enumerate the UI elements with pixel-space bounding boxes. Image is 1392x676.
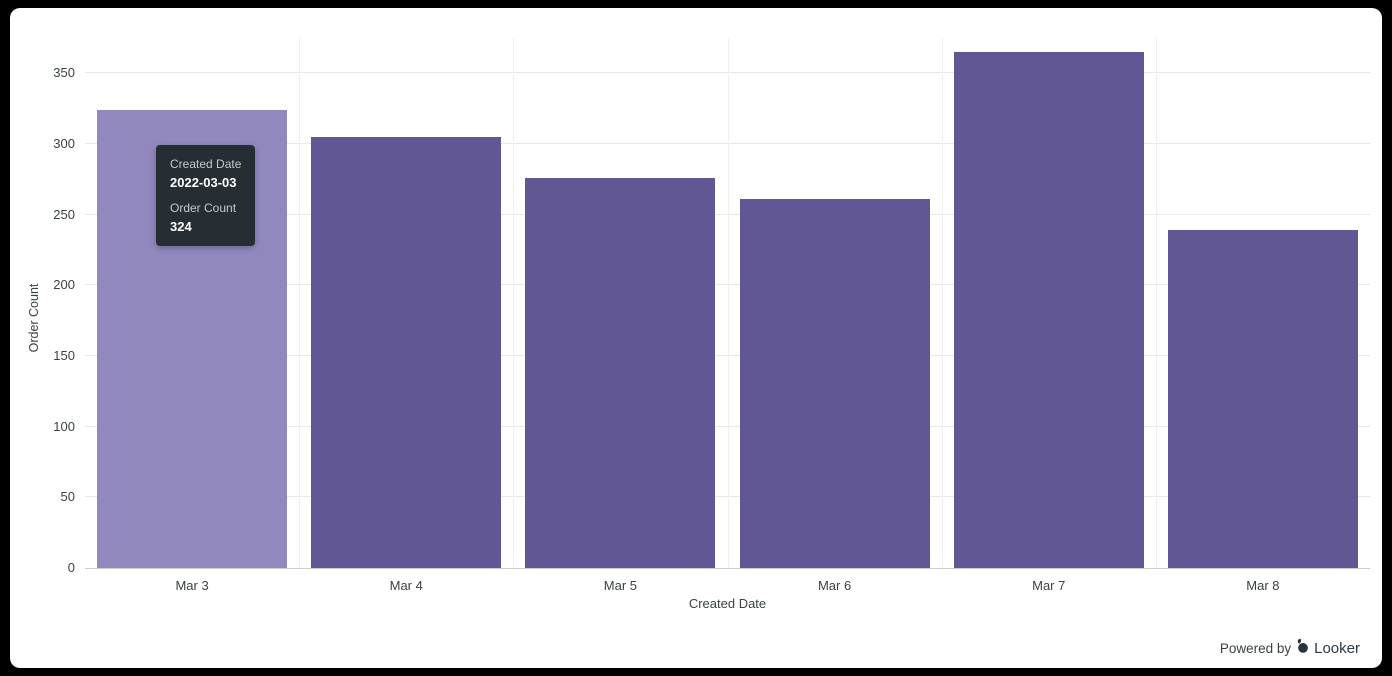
y-tick-label: 150 [53,348,75,363]
y-tick-label: 0 [67,560,75,575]
y-tick-label: 350 [53,65,75,81]
y-tick-label: 200 [53,277,75,293]
x-tick-label: Mar 3 [175,578,209,593]
y-tick-label: 250 [53,206,75,222]
looker-logo-icon [1296,638,1309,659]
plot-area: 0 50 100 150 200 250 300 350 Mar 3 Mar 4 Mar 5 Mar … [53,38,1370,593]
v-gridline [1155,38,1157,568]
chart-card: Order Count 0 50 100 150 200 250 300 350 Mar 3 Ma… [10,8,1382,668]
x-tick-label: Mar 5 [603,578,638,593]
y-axis-title: Order Count [27,283,41,353]
v-gridline [513,38,515,568]
y-tick-label: 100 [53,418,75,434]
powered-by-looker-link[interactable]: Powered by Looker [1220,638,1360,659]
tooltip-measure-label: Order Count [170,201,237,215]
y-tick-label: 50 [60,489,75,505]
tooltip-measure-value: 324 [170,219,192,234]
v-gridline [941,38,943,568]
y-tick-label: 300 [53,136,75,151]
x-axis-title: Created Date [688,596,767,611]
x-tick-label: Mar 4 [389,578,423,593]
bar-mar-5[interactable] [525,177,716,568]
bar-mar-7[interactable] [953,52,1144,568]
x-tick-label: Mar 8 [1246,578,1280,593]
tooltip-dimension-label: Created Date [170,157,242,171]
x-tick-label: Mar 6 [817,578,852,593]
tooltip-dimension-value: 2022-03-03 [170,175,237,190]
tooltip-spacer [170,190,241,201]
powered-by-text: Powered by [1219,641,1292,656]
v-gridline [299,38,301,568]
looker-brand-text: Looker [1314,640,1360,657]
bar-mar-4[interactable] [311,136,502,568]
tooltip: Created Date 2022-03-03 Order Count 324 [156,145,256,246]
bar-mar-8[interactable] [1167,230,1358,568]
bar-mar-6[interactable] [739,199,930,568]
x-tick-label: Mar 7 [1032,578,1066,593]
v-gridline [727,38,729,568]
